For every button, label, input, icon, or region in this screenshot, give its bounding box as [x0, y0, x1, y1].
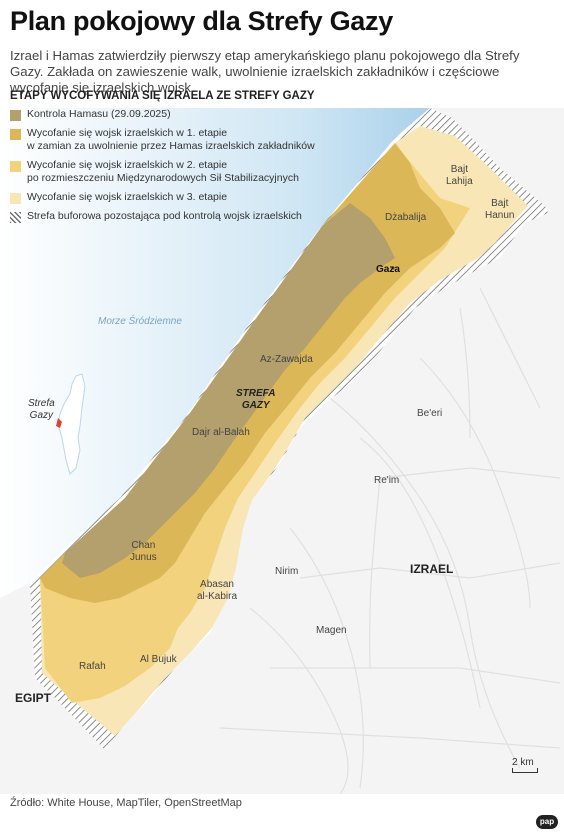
scale-label: 2 km [512, 757, 534, 768]
label-inset-strefa-gazy: Strefa Gazy [28, 398, 55, 421]
scale-line [512, 768, 538, 773]
label-bajt-lahija: Bajt Lahija [446, 164, 473, 187]
legend-item: Wycofanie się wojsk izraelskich w 2. eta… [10, 159, 320, 185]
scale-bar: 2 km [512, 757, 538, 773]
legend-label: Kontrola Hamasu (29.09.2025) [27, 108, 171, 120]
legend-swatch [10, 129, 21, 140]
lead-text: Izrael i Hamas zatwierdziły pierwszy eta… [10, 48, 520, 95]
sea-area [0, 108, 430, 598]
label-dzabalija: Dżabalija [385, 212, 427, 223]
label-rafah: Rafah [79, 661, 106, 672]
label-egipt: EGIPT [15, 691, 52, 705]
label-beeri: Be'eri [417, 408, 443, 419]
legend-title: ETAPY WYCOFYWANIA SIĘ IZRAELA ZE STREFY … [10, 90, 315, 102]
legend-swatch [10, 193, 21, 204]
israel-inset-map [56, 373, 86, 475]
pap-logo: pap [536, 815, 558, 829]
label-gaza: Gaza [376, 264, 400, 275]
label-abasan: Abasan al-Kabira [197, 579, 238, 602]
legend-item: Kontrola Hamasu (29.09.2025) [10, 108, 320, 121]
page-title: Plan pokojowy dla Strefy Gazy [10, 6, 393, 36]
label-az-zawajda: Az-Zawajda [260, 354, 313, 365]
legend-item: Strefa buforowa pozostająca pod kontrolą… [10, 210, 320, 223]
hamas-control-area [62, 203, 395, 578]
legend-swatch [10, 110, 21, 121]
label-bajt-hanun: Bajt Hanun [485, 198, 515, 221]
legend-label: Wycofanie się wojsk izraelskich w 3. eta… [27, 191, 228, 203]
label-magen: Magen [316, 625, 347, 636]
label-dajr-al-balah: Dajr al-Balah [192, 427, 250, 438]
legend-swatch [10, 161, 21, 172]
legend-swatch-hatch [10, 212, 21, 223]
legend-label: Wycofanie się wojsk izraelskich w 2. eta… [27, 159, 299, 184]
source-text: Źródło: White House, MapTiler, OpenStree… [10, 797, 242, 809]
label-strefa-gazy: STREFA GAZY [236, 388, 276, 411]
label-reim: Re'im [374, 475, 400, 486]
legend: Kontrola Hamasu (29.09.2025) Wycofanie s… [10, 108, 320, 229]
legend-item: Wycofanie się wojsk izraelskich w 1. eta… [10, 127, 320, 153]
legend-label: Wycofanie się wojsk izraelskich w 1. eta… [27, 127, 315, 152]
label-nirim: Nirim [275, 566, 299, 577]
label-izrael: IZRAEL [410, 562, 454, 576]
legend-item: Wycofanie się wojsk izraelskich w 3. eta… [10, 191, 320, 204]
label-chan-junus: Chan Junus [130, 540, 157, 563]
label-al-bujuk: Al Bujuk [140, 654, 177, 665]
legend-label: Strefa buforowa pozostająca pod kontrolą… [27, 210, 302, 222]
roads [219, 287, 561, 794]
label-sea: Morze Śródziemne [98, 316, 182, 327]
map [0, 108, 564, 794]
